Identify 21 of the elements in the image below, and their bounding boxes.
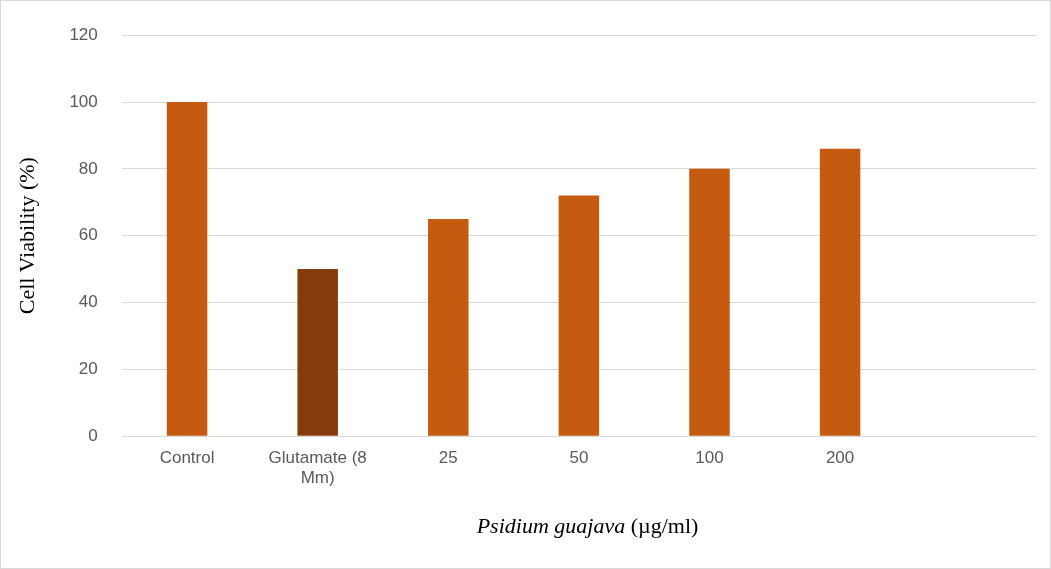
x-tick-label: 25 [438,448,458,468]
y-tick-label: 120 [69,24,98,44]
bar [689,168,730,436]
bar [166,102,208,436]
y-tick-label: 0 [88,425,98,445]
x-tick-label: Glutamate (8 Mm) [268,448,367,488]
x-tick-label: Control [159,448,215,468]
x-tick-label: 100 [695,448,724,468]
y-tick-label: 100 [69,91,98,111]
y-axis-title: Cell Viability (%) [13,157,39,315]
bar [297,269,338,436]
x-tick-label: 50 [569,448,589,468]
bar [428,218,469,436]
bar [558,195,600,436]
x-axis-title: Psidium guajava (µg/ml) [476,513,699,538]
bar [819,148,861,436]
y-tick-label: 40 [78,292,98,312]
x-tick-label: 200 [825,448,855,468]
y-tick-label: 20 [78,359,98,379]
y-tick-label: 60 [78,225,98,245]
y-tick-label: 80 [78,158,98,178]
